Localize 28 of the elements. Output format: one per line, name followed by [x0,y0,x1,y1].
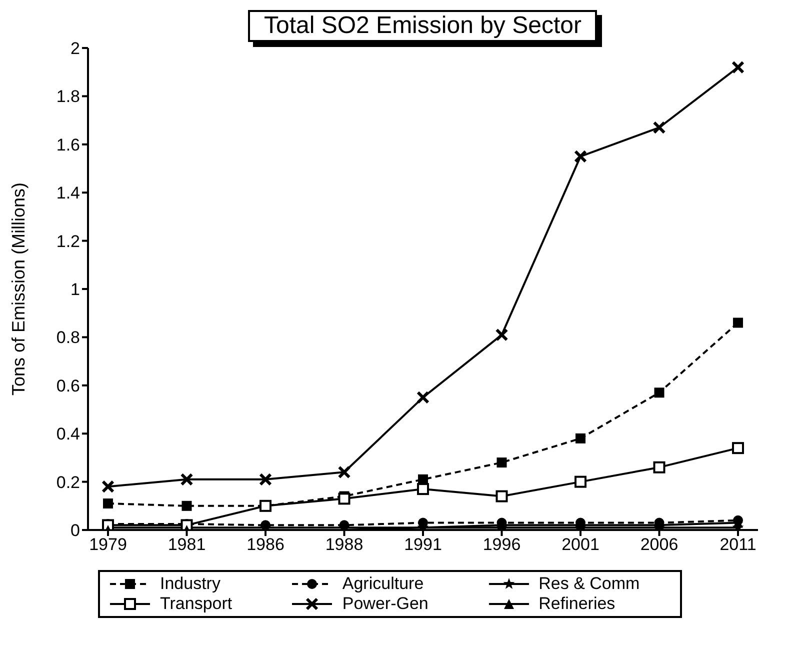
legend-label: Agriculture [342,574,424,594]
y-tick-label: 1.4 [56,184,80,203]
x-tick-label: 1981 [168,535,206,554]
x-tick-label: 1979 [89,535,127,554]
chart-title: Total SO2 Emission by Sector [248,10,598,42]
y-tick-label: 1.2 [56,232,80,251]
x-tick-label: 1991 [404,535,442,554]
x-tick-label: 2011 [720,535,756,554]
x-tick-label: 2001 [562,535,600,554]
legend-label: Power-Gen [342,594,428,614]
x-tick-label: 1986 [246,535,284,554]
y-tick-label: 1.6 [56,135,80,154]
x-tick-label: 1988 [325,535,364,554]
y-tick-label: 2 [70,39,80,58]
legend-label: Refineries [538,594,616,614]
y-tick-label: 0.8 [56,328,80,348]
y-tick-label: 0.6 [56,376,80,396]
legend-label: Industry [160,574,220,594]
x-tick-label: 2006 [640,535,678,554]
x-tick-label: 1996 [482,535,521,554]
legend-label: Res & Comm [538,574,640,594]
y-tick-label: 0.4 [56,424,80,444]
y-tick-label: 1 [70,280,80,300]
legend-label: Transport [160,594,232,614]
y-axis-title: Tons of Emission (Millions) [8,182,28,396]
y-tick-label: 0 [70,521,80,540]
y-tick-label: 1.8 [56,87,80,106]
y-tick-label: 0.2 [56,472,80,492]
